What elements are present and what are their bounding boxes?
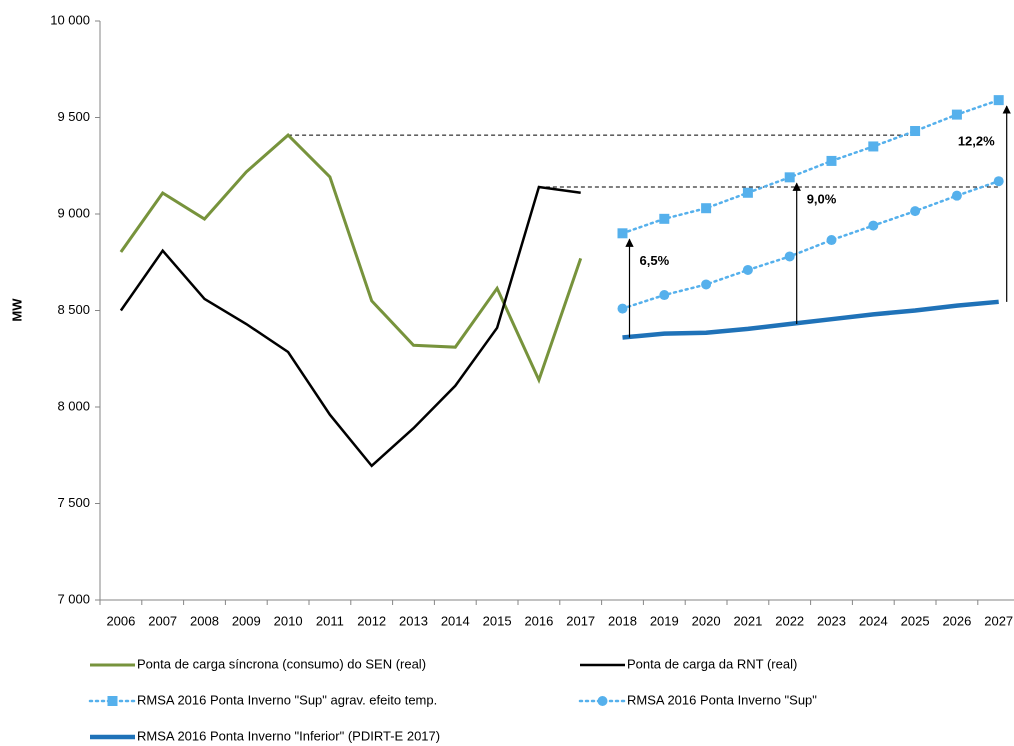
legend-label: RMSA 2016 Ponta Inverno "Sup" agrav. efe… bbox=[137, 692, 437, 707]
x-tick-label: 2019 bbox=[650, 613, 679, 628]
series-line bbox=[621, 98, 1000, 235]
y-tick-label: 7 500 bbox=[57, 495, 90, 510]
circle-marker bbox=[993, 176, 1004, 187]
circle-marker bbox=[951, 190, 962, 201]
y-tick-label: 8 500 bbox=[57, 302, 90, 317]
square-marker bbox=[617, 228, 628, 239]
circle-marker bbox=[701, 279, 712, 290]
square-marker bbox=[910, 126, 921, 137]
square-marker bbox=[868, 141, 879, 152]
legend-marker bbox=[597, 696, 608, 706]
y-tick-label: 7 000 bbox=[57, 591, 90, 606]
x-tick-label: 2011 bbox=[316, 613, 344, 628]
x-tick-label: 2007 bbox=[148, 613, 177, 628]
x-tick-label: 2009 bbox=[232, 613, 261, 628]
x-tick-label: 2015 bbox=[483, 613, 512, 628]
y-tick-label: 9 500 bbox=[57, 109, 90, 124]
x-tick-label: 2018 bbox=[608, 613, 637, 628]
x-tick-label: 2014 bbox=[441, 613, 470, 628]
annotation: 9,0% bbox=[807, 191, 837, 206]
circle-marker bbox=[659, 290, 670, 301]
circle-marker bbox=[742, 264, 753, 275]
square-marker bbox=[993, 95, 1004, 106]
square-marker bbox=[826, 155, 837, 166]
series-line bbox=[119, 185, 581, 468]
series-line bbox=[119, 133, 583, 385]
x-tick-label: 2010 bbox=[274, 613, 303, 628]
series-line bbox=[622, 299, 999, 340]
y-tick-label: 9 000 bbox=[57, 205, 90, 220]
x-tick-label: 2022 bbox=[775, 613, 804, 628]
x-tick-label: 2024 bbox=[859, 613, 888, 628]
x-tick-label: 2013 bbox=[399, 613, 428, 628]
legend-marker bbox=[107, 696, 118, 706]
x-tick-label: 2017 bbox=[566, 613, 595, 628]
circle-marker bbox=[617, 303, 628, 314]
circle-marker bbox=[784, 251, 795, 262]
x-tick-label: 2027 bbox=[984, 613, 1013, 628]
x-tick-label: 2020 bbox=[692, 613, 721, 628]
legend-label: RMSA 2016 Ponta Inverno "Sup" bbox=[627, 692, 817, 707]
annotation: 6,5% bbox=[640, 253, 670, 268]
x-tick-label: 2026 bbox=[942, 613, 971, 628]
square-marker bbox=[784, 172, 795, 183]
circle-marker bbox=[826, 235, 837, 246]
square-marker bbox=[951, 109, 962, 120]
circle-marker bbox=[868, 220, 879, 231]
x-tick-label: 2012 bbox=[357, 613, 386, 628]
legend-label: Ponta de carga da RNT (real) bbox=[627, 656, 797, 671]
y-tick-label: 10 000 bbox=[50, 12, 90, 27]
y-tick-label: 8 000 bbox=[57, 398, 90, 413]
legend-label: RMSA 2016 Ponta Inverno "Inferior" (PDIR… bbox=[137, 728, 440, 743]
x-tick-label: 2021 bbox=[733, 613, 762, 628]
series-line bbox=[621, 179, 1000, 310]
circle-marker bbox=[910, 206, 921, 217]
annotation: 12,2% bbox=[958, 134, 995, 149]
square-marker bbox=[701, 203, 712, 214]
y-axis-label: MW bbox=[9, 298, 24, 322]
x-tick-label: 2006 bbox=[106, 613, 135, 628]
x-tick-label: 2023 bbox=[817, 613, 846, 628]
legend-label: Ponta de carga síncrona (consumo) do SEN… bbox=[137, 656, 426, 671]
square-marker bbox=[659, 213, 670, 224]
square-marker bbox=[742, 187, 753, 198]
x-tick-label: 2016 bbox=[524, 613, 553, 628]
x-tick-label: 2008 bbox=[190, 613, 219, 628]
x-tick-label: 2025 bbox=[901, 613, 930, 628]
